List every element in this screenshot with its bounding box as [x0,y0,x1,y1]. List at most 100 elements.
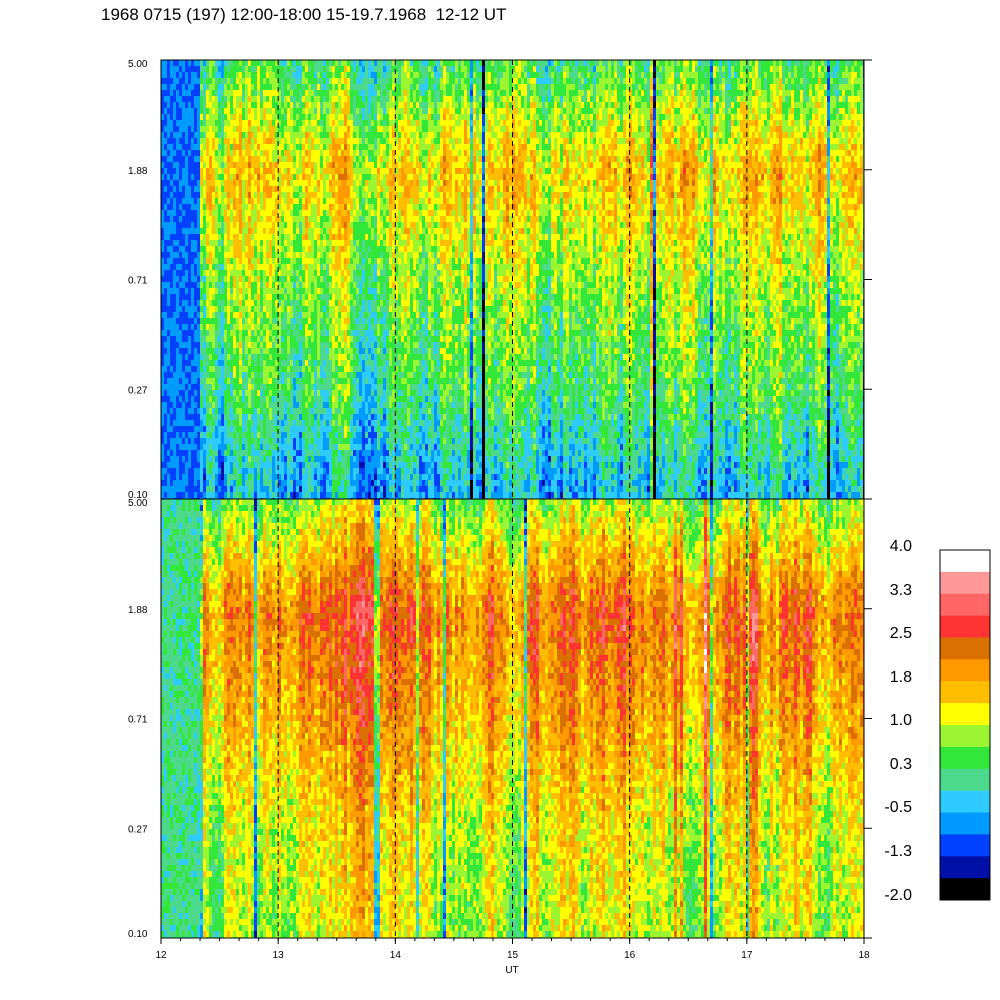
heatmap-cell [311,408,315,415]
heatmap-cell [305,492,309,499]
heatmap-cell [323,150,327,157]
heatmap-cell [176,426,180,433]
heatmap-cell [182,420,186,427]
heatmap-cell [176,276,180,283]
heatmap-cell [266,402,270,409]
heatmap-cell [182,264,186,271]
heatmap-cell [242,162,246,169]
heatmap-cell [203,432,207,439]
heatmap-cell [299,348,303,355]
heatmap-cell [164,180,168,187]
heatmap-cell [188,222,192,229]
heatmap-cell [245,162,249,169]
heatmap-cell [293,90,297,97]
heatmap-cell [179,324,183,331]
heatmap-cell [188,240,192,247]
heatmap-cell [332,288,336,295]
heatmap-cell [308,228,312,235]
heatmap-cell [221,342,225,349]
heatmap-cell [218,486,222,493]
heatmap-cell [326,150,330,157]
heatmap-cell [242,306,246,313]
heatmap-cell [167,210,171,217]
heatmap-cell [173,252,177,259]
heatmap-cell [293,468,297,475]
heatmap-cell [263,168,267,175]
heatmap-cell [185,426,189,433]
heatmap-cell [257,420,261,427]
heatmap-cell [269,102,273,109]
heatmap-cell [182,210,186,217]
heatmap-cell [173,408,177,415]
heatmap-cell [311,456,315,463]
heatmap-cell [332,480,336,487]
heatmap-cell [296,438,300,445]
heatmap-cell [215,258,219,265]
heatmap-cell [197,486,201,493]
heatmap-cell [335,306,339,313]
heatmap-cell [317,90,321,97]
heatmap-cell [335,354,339,361]
heatmap-cell [350,360,354,367]
heatmap-cell [200,456,204,463]
heatmap-cell [176,204,180,211]
heatmap-cell [224,348,228,355]
heatmap-cell [287,216,291,223]
heatmap-cell [290,348,294,355]
heatmap-cell [326,378,330,385]
heatmap-cell [179,240,183,247]
heatmap-cell [167,342,171,349]
heatmap-cell [248,300,252,307]
heatmap-cell [239,114,243,121]
heatmap-cell [323,210,327,217]
heatmap-cell [257,66,261,73]
heatmap-cell [341,360,345,367]
heatmap-cell [290,342,294,349]
heatmap-cell [296,330,300,337]
heatmap-cell [197,84,201,91]
heatmap-cell [299,276,303,283]
heatmap-cell [281,78,285,85]
heatmap-cell [218,96,222,103]
heatmap-cell [299,282,303,289]
heatmap-cell [206,72,210,79]
heatmap-cell [326,294,330,301]
heatmap-cell [182,126,186,133]
heatmap-cell [320,486,324,493]
heatmap-cell [350,162,354,169]
heatmap-cell [356,156,360,163]
heatmap-cell [272,456,276,463]
heatmap-cell [353,204,357,211]
heatmap-cell [227,258,231,265]
heatmap-cell [332,492,336,499]
heatmap-cell [338,150,342,157]
heatmap-cell [197,378,201,385]
heatmap-cell [209,420,213,427]
heatmap-cell [173,192,177,199]
heatmap-cell [251,354,255,361]
heatmap-cell [317,192,321,199]
heatmap-cell [236,276,240,283]
heatmap-cell [236,180,240,187]
heatmap-cell [353,480,357,487]
heatmap-cell [227,240,231,247]
heatmap-cell [362,72,366,79]
heatmap-cell [185,78,189,85]
heatmap-cell [233,234,237,241]
heatmap-cell [314,252,318,259]
heatmap-cell [293,474,297,481]
heatmap-cell [164,384,168,391]
heatmap-cell [359,354,363,361]
heatmap-cell [299,84,303,91]
heatmap-cell [305,84,309,91]
heatmap-cell [254,336,258,343]
heatmap-cell [269,210,273,217]
heatmap-cell [215,228,219,235]
heatmap-cell [224,210,228,217]
heatmap-cell [203,456,207,463]
heatmap-cell [272,360,276,367]
heatmap-cell [293,252,297,259]
heatmap-cell [209,90,213,97]
heatmap-cell [329,72,333,79]
heatmap-cell [263,90,267,97]
